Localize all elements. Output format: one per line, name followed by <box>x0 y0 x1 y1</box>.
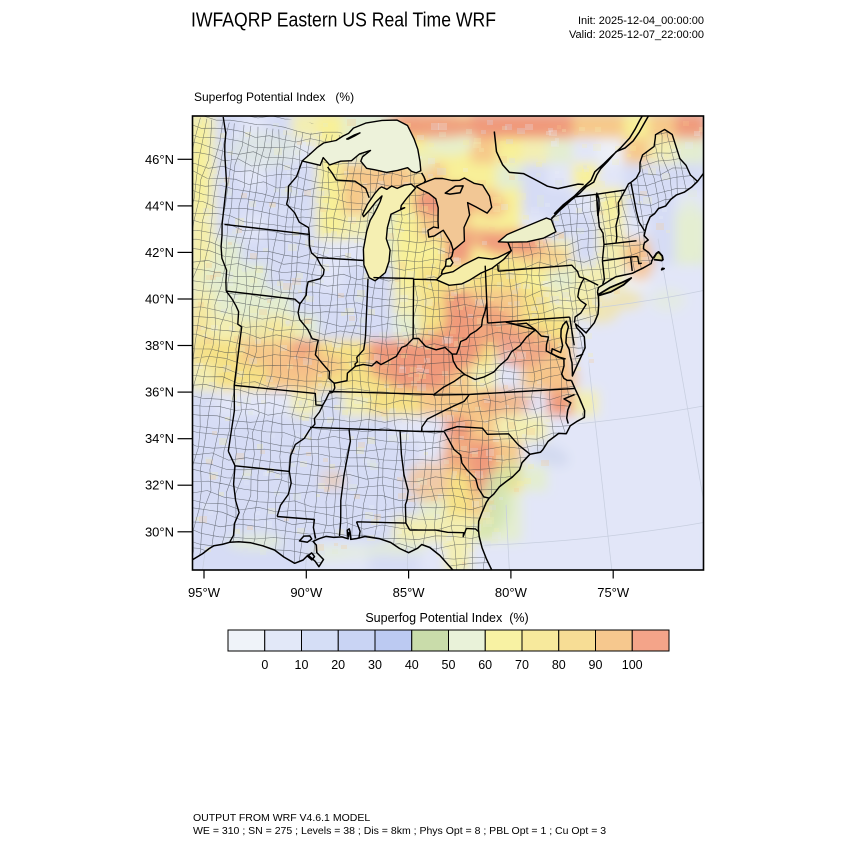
svg-text:90°W: 90°W <box>290 585 323 600</box>
svg-text:30°N: 30°N <box>145 524 174 539</box>
svg-text:IWFAQRP Eastern US Real Time W: IWFAQRP Eastern US Real Time WRF <box>191 10 496 32</box>
svg-text:40: 40 <box>405 658 419 672</box>
svg-text:100: 100 <box>622 658 643 672</box>
svg-text:34°N: 34°N <box>145 431 174 446</box>
svg-text:0: 0 <box>261 658 268 672</box>
svg-text:Superfog Potential Index (%): Superfog Potential Index (%) <box>194 90 354 104</box>
svg-text:38°N: 38°N <box>145 338 174 353</box>
svg-text:60: 60 <box>478 658 492 672</box>
svg-text:95°W: 95°W <box>188 585 221 600</box>
svg-text:80: 80 <box>552 658 566 672</box>
svg-text:40°N: 40°N <box>145 292 174 307</box>
svg-text:85°W: 85°W <box>393 585 426 600</box>
svg-text:WE = 310 ; SN = 275 ; Levels =: WE = 310 ; SN = 275 ; Levels = 38 ; Dis … <box>193 825 606 837</box>
svg-text:20: 20 <box>331 658 345 672</box>
svg-text:42°N: 42°N <box>145 245 174 260</box>
svg-text:OUTPUT FROM WRF V4.6.1 MODEL: OUTPUT FROM WRF V4.6.1 MODEL <box>193 812 370 824</box>
svg-text:Valid: 2025-12-07_22:00:00: Valid: 2025-12-07_22:00:00 <box>569 29 704 41</box>
svg-text:80°W: 80°W <box>495 585 528 600</box>
svg-text:30: 30 <box>368 658 382 672</box>
svg-text:44°N: 44°N <box>145 198 174 213</box>
svg-text:46°N: 46°N <box>145 152 174 167</box>
svg-text:Init: 2025-12-04_00:00:00: Init: 2025-12-04_00:00:00 <box>578 15 704 27</box>
svg-text:Superfog Potential Index (%): Superfog Potential Index (%) <box>365 611 528 625</box>
svg-text:75°W: 75°W <box>597 585 630 600</box>
svg-text:32°N: 32°N <box>145 478 174 493</box>
svg-text:90: 90 <box>589 658 603 672</box>
svg-text:36°N: 36°N <box>145 385 174 400</box>
svg-text:50: 50 <box>442 658 456 672</box>
svg-text:10: 10 <box>295 658 309 672</box>
svg-text:70: 70 <box>515 658 529 672</box>
